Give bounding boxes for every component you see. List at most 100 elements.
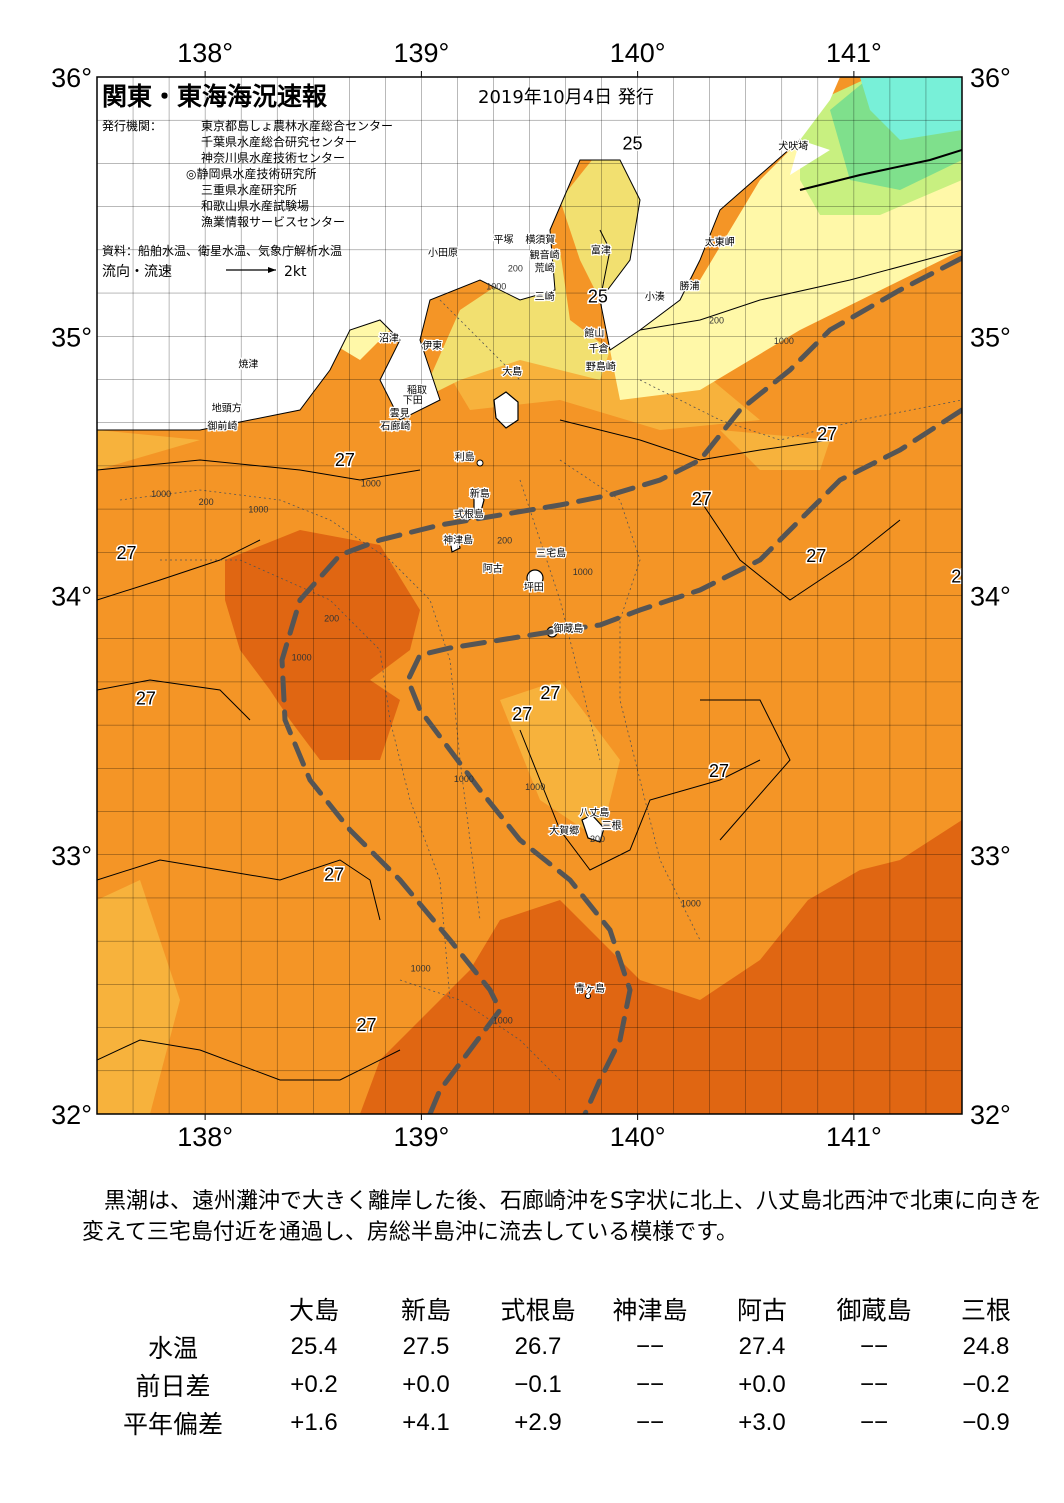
- place-label: 小湊: [645, 290, 665, 303]
- isotherm-label: 25: [621, 132, 644, 155]
- table-cell: −−: [635, 1371, 665, 1398]
- longitude-ticks-top: 138° 139° 140° 141°: [177, 38, 882, 77]
- publisher-name: 千葉県水産総合研究センター: [201, 134, 357, 149]
- place-label: 横須賀: [525, 233, 555, 246]
- depth-label: 200: [199, 497, 214, 507]
- table-cell: +0.0: [402, 1371, 450, 1398]
- latitude-ticks-right: 36° 35° 34° 33° 32°: [970, 63, 1011, 1130]
- depth-label: 200: [497, 536, 512, 546]
- isotherm-label-text: 25: [588, 287, 608, 307]
- island-miyakejima: [526, 569, 544, 587]
- place-label: 雲見: [390, 408, 410, 420]
- water-26-region: [720, 430, 830, 470]
- place-label: 阿古: [483, 562, 503, 575]
- place-label: 御蔵島: [553, 622, 583, 635]
- isotherm-label-text: 25: [622, 134, 642, 154]
- place-label: 石廊崎: [380, 420, 410, 433]
- table-cell: +1.6: [290, 1409, 338, 1436]
- depth-labels: 1000200200100010002001000100020010002001…: [151, 263, 794, 1025]
- table-cell: −−: [635, 1333, 665, 1360]
- isotherm-label-text: 27: [709, 761, 729, 781]
- table-cell: 27.5: [402, 1333, 450, 1360]
- island-niijima: [473, 489, 485, 516]
- table-cell: +3.0: [738, 1409, 786, 1436]
- isotherm-label-text: 27: [324, 865, 344, 885]
- water-26-region: [97, 880, 180, 1114]
- col-mikurajima: 御蔵島: [836, 1296, 912, 1325]
- lon-tick-label: 138°: [177, 1122, 233, 1152]
- longitude-ticks-bottom: 138° 139° 140° 141°: [177, 1114, 882, 1152]
- table-cell: +0.0: [738, 1371, 786, 1398]
- lat-lon-grid: [97, 77, 962, 1114]
- kuroshio-description: 黒潮は、遠州灘沖で大きく離岸した後、石廊崎沖をS字状に北上、八丈島北西沖で北東に…: [82, 1186, 1042, 1248]
- place-label: 三根: [602, 819, 622, 832]
- depth-label: 200: [709, 315, 724, 325]
- current-scale-value: 2kt: [284, 264, 307, 280]
- lat-tick-label: 35°: [970, 322, 1011, 352]
- row-label: 水温: [147, 1334, 198, 1363]
- cold-water-region: [860, 77, 962, 140]
- place-label: 富津: [591, 243, 611, 256]
- isotherm-label: 27: [115, 542, 138, 565]
- water-26-region: [440, 340, 760, 430]
- place-label: 三宅島: [536, 547, 566, 560]
- water-25-region: [420, 250, 610, 400]
- lat-tick-label: 32°: [51, 1100, 92, 1130]
- place-label: 式根島: [454, 508, 484, 521]
- water-28-region: [360, 820, 962, 1114]
- kuroshio-axis: [279, 255, 962, 1114]
- place-label: 平塚: [494, 234, 514, 246]
- isotherm-label: 27: [323, 863, 346, 886]
- isotherm-label-text: 27: [951, 567, 971, 587]
- isotherm-label-text: 27: [806, 546, 826, 566]
- lon-tick-label: 139°: [393, 1122, 449, 1152]
- place-label: 地頭方: [212, 401, 242, 414]
- isotherm-labels: 25 25 27 27 27 27 27 27 27 27 27 27 27 27: [115, 132, 971, 1037]
- lat-tick-label: 33°: [970, 841, 1011, 871]
- lat-tick-label: 33°: [51, 841, 92, 871]
- table-cell: −0.1: [514, 1371, 562, 1398]
- publisher-name: 漁業情報サービスセンター: [201, 215, 345, 229]
- place-label: 太東岬: [705, 236, 735, 249]
- isotherm-label-text: 27: [136, 688, 156, 708]
- isotherm-label-text: 27: [692, 489, 712, 509]
- place-label: 小田原: [428, 247, 458, 259]
- publisher-name: 三重県水産研究所: [201, 182, 297, 197]
- arrow-head-icon: [268, 267, 276, 273]
- place-label: 観音崎: [530, 248, 560, 261]
- place-label: 八丈島: [579, 806, 609, 819]
- depth-label: 1000: [774, 336, 794, 346]
- water-26-region: [97, 430, 200, 470]
- col-ako: 阿古: [736, 1296, 787, 1325]
- depth-label: 200: [590, 834, 605, 844]
- isotherm-lines: [97, 149, 962, 1081]
- lon-tick-label: 140°: [610, 38, 666, 68]
- table-cell: +0.2: [290, 1371, 338, 1398]
- isotherm-label: 27: [355, 1014, 378, 1037]
- lat-tick-label: 34°: [51, 582, 92, 612]
- table-cell: −0.2: [962, 1371, 1010, 1398]
- depth-label: 1000: [573, 567, 593, 577]
- water-28-region: [225, 530, 420, 760]
- place-label: 荒崎: [535, 261, 555, 274]
- isotherm-label: 27: [707, 759, 730, 782]
- table-cell: −−: [859, 1371, 889, 1398]
- isotherm-label: 27: [690, 487, 713, 510]
- isotherm-label: 27: [816, 422, 839, 445]
- lon-tick-label: 141°: [826, 38, 882, 68]
- table-cell: −−: [635, 1409, 665, 1436]
- description-text: 黒潮は、遠州灘沖で大きく離岸した後、石廊崎沖をS字状に北上、八丈島北西沖で北東に…: [82, 1189, 1042, 1245]
- place-label: 焼津: [238, 358, 258, 370]
- depth-contours: [119, 299, 962, 1081]
- publisher-name: 和歌山県水産試験場: [201, 198, 309, 213]
- table-row: 平年偏差 +1.6 +4.1 +2.9 −− +3.0 −− −0.9: [88, 1404, 1042, 1442]
- depth-label: 1000: [486, 282, 506, 292]
- place-label: 神津島: [443, 534, 473, 547]
- map-title: 関東・東海海況速報: [102, 82, 328, 111]
- lat-tick-label: 34°: [970, 582, 1011, 612]
- lat-tick-label: 36°: [970, 63, 1011, 93]
- isotherm-label: 27: [333, 448, 356, 471]
- island-hachijojima: [581, 814, 605, 843]
- lat-tick-label: 36°: [51, 63, 92, 93]
